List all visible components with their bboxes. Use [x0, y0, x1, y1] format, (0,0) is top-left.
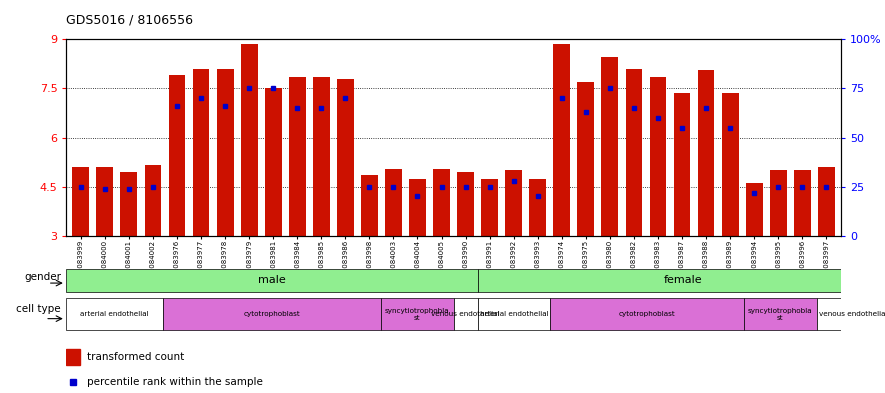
Text: transformed count: transformed count — [87, 352, 184, 362]
Bar — [818, 167, 835, 236]
Bar — [241, 44, 258, 236]
Bar — [505, 170, 522, 236]
Bar — [433, 169, 450, 236]
Bar — [794, 170, 811, 236]
Bar — [168, 75, 186, 236]
Bar — [746, 184, 763, 236]
Bar — [626, 69, 643, 236]
Bar — [66, 268, 478, 292]
Bar — [96, 167, 113, 236]
Text: venous endothelial: venous endothelial — [431, 311, 500, 318]
Bar — [721, 94, 739, 236]
Text: arterial endothelial: arterial endothelial — [81, 311, 149, 318]
Bar — [409, 180, 426, 236]
Bar — [381, 299, 454, 330]
Text: gender: gender — [24, 272, 61, 282]
Text: female: female — [664, 275, 703, 285]
Bar — [120, 172, 137, 236]
Bar — [697, 70, 714, 236]
Bar — [144, 165, 161, 236]
Text: arterial endothelial: arterial endothelial — [480, 311, 549, 318]
Bar — [289, 77, 305, 236]
Bar — [478, 268, 885, 292]
Bar — [193, 69, 210, 236]
Text: percentile rank within the sample: percentile rank within the sample — [87, 377, 263, 387]
Text: male: male — [258, 275, 286, 285]
Bar — [265, 88, 281, 236]
Text: cell type: cell type — [17, 304, 61, 314]
Bar — [770, 170, 787, 236]
Text: cytotrophoblast: cytotrophoblast — [243, 311, 300, 318]
Text: GDS5016 / 8106556: GDS5016 / 8106556 — [66, 14, 194, 27]
Bar — [602, 57, 619, 236]
Bar — [73, 167, 89, 236]
Bar — [553, 44, 570, 236]
Bar — [163, 299, 381, 330]
Text: syncytiotrophobla
st: syncytiotrophobla st — [385, 308, 450, 321]
Text: syncytiotrophobla
st: syncytiotrophobla st — [748, 308, 812, 321]
Bar — [744, 299, 817, 330]
Bar — [577, 82, 594, 236]
Bar — [481, 180, 498, 236]
Bar — [66, 299, 163, 330]
Bar — [337, 79, 354, 236]
Text: venous endothelial: venous endothelial — [819, 311, 885, 318]
Bar — [217, 69, 234, 236]
Bar — [650, 77, 666, 236]
Bar — [385, 169, 402, 236]
Bar — [361, 175, 378, 236]
Bar — [529, 180, 546, 236]
Text: cytotrophoblast: cytotrophoblast — [619, 311, 675, 318]
Bar — [458, 172, 474, 236]
Bar — [454, 299, 478, 330]
Bar — [313, 77, 330, 236]
Bar — [673, 94, 690, 236]
Bar — [66, 349, 80, 365]
Bar — [478, 299, 550, 330]
Bar — [550, 299, 744, 330]
Bar — [817, 299, 885, 330]
